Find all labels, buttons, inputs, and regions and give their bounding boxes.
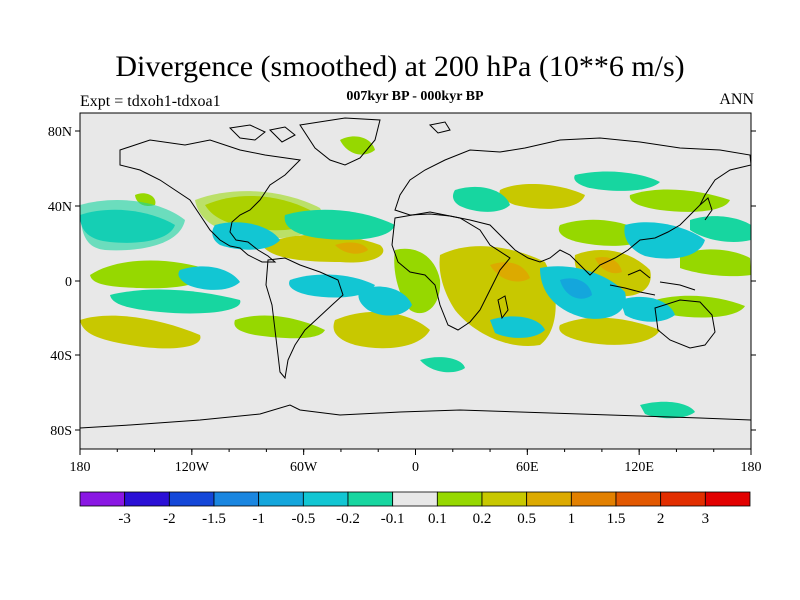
figure-subtitle: 007kyr BP - 000kyr BP — [346, 89, 484, 104]
experiment-label: Expt = tdxoh1-tdxoa1 — [80, 93, 221, 110]
colorbar-swatch — [392, 491, 438, 507]
coastline-australia — [654, 299, 716, 349]
coastline-north-america — [119, 139, 302, 263]
colorbar-label: -0.2 — [336, 511, 360, 527]
lon-label: 120W — [175, 460, 210, 475]
coastline-south-america — [265, 257, 344, 380]
colorbar-label: -0.5 — [291, 511, 315, 527]
colorbar-swatch — [436, 491, 483, 507]
colorbar-swatch — [168, 491, 215, 507]
coastlines — [80, 117, 751, 429]
contour-patch — [560, 278, 592, 299]
colorbar: -3 -2 -1.5 -1 -0.5 -0.2 -0.1 0.1 0.2 0.5 1 1.5 2 3 — [79, 491, 751, 527]
coastline-europe — [394, 137, 751, 276]
contour-patch — [90, 260, 211, 289]
lat-label: 80S — [50, 424, 72, 439]
contour-patch — [420, 357, 465, 373]
contour-patch — [262, 234, 384, 263]
contour-patch — [178, 266, 240, 290]
contour-patch — [620, 296, 675, 322]
contour-patch — [284, 209, 395, 240]
lon-label: 60W — [290, 460, 318, 475]
contour-patch — [690, 216, 751, 242]
colorbar-label: -3 — [118, 511, 131, 527]
colorbar-swatch — [526, 491, 572, 507]
contour-patch — [80, 200, 185, 251]
contour-patch — [335, 242, 368, 254]
colorbar-label: 0.2 — [473, 511, 492, 527]
coastline-madagascar — [497, 295, 509, 320]
colorbar-swatch — [79, 491, 126, 507]
colorbar-label: 1 — [568, 511, 576, 527]
coastline-antarctica — [80, 404, 751, 429]
contour-patch — [110, 289, 241, 314]
lon-label: 60E — [516, 460, 539, 475]
coastline-indonesia — [609, 269, 696, 296]
colorbar-swatch — [258, 491, 304, 507]
colorbar-swatch — [704, 491, 751, 507]
contour-patch — [80, 315, 201, 349]
contour-patch — [624, 222, 705, 259]
colorbar-swatch — [615, 491, 662, 507]
colorbar-swatch — [124, 491, 170, 507]
coastline-africa — [391, 211, 511, 331]
contour-patch — [212, 222, 280, 250]
colorbar-label: -0.1 — [381, 511, 405, 527]
lon-label: 120E — [624, 460, 654, 475]
lon-label: 180 — [741, 460, 762, 475]
lat-label: 0 — [65, 275, 72, 290]
coastline-japan — [699, 197, 713, 221]
colorbar-swatch — [347, 491, 394, 507]
contour-patch — [333, 311, 430, 349]
lat-label: 40S — [50, 349, 72, 364]
figure-title: Divergence (smoothed) at 200 hPa (10**6 … — [115, 50, 685, 83]
colorbar-label: -1 — [252, 511, 265, 527]
lat-label: 80N — [48, 125, 72, 140]
lon-label: 180 — [70, 460, 91, 475]
contour-patch — [559, 317, 660, 345]
contour-patch — [490, 262, 530, 282]
lon-label: 0 — [412, 460, 419, 475]
contour-patch — [358, 286, 412, 316]
contour-patch — [289, 274, 375, 298]
contour-patch — [452, 186, 510, 212]
colorbar-label: 0.1 — [428, 511, 447, 527]
colorbar-label: 3 — [702, 511, 710, 527]
colorbar-label: 1.5 — [607, 511, 626, 527]
colorbar-swatch — [660, 491, 706, 507]
colorbar-label: 2 — [657, 511, 665, 527]
colorbar-label: 0.5 — [517, 511, 536, 527]
coastline-greenland — [299, 117, 381, 166]
contour-patch — [640, 401, 695, 419]
colorbar-swatch — [481, 491, 528, 507]
contour-patch — [234, 315, 325, 339]
colorbar-swatch — [213, 491, 260, 507]
lat-label: 40N — [48, 200, 72, 215]
colorbar-label: -2 — [163, 511, 176, 527]
colorbar-swatch — [570, 491, 617, 507]
season-label: ANN — [719, 91, 754, 108]
colorbar-label: -1.5 — [202, 511, 226, 527]
map-axes: 80N 40N 0 40S 80S 180 120W 60W 0 60E 120E 180 — [48, 125, 762, 475]
contour-patch — [595, 256, 622, 274]
contour-patch — [574, 171, 660, 191]
colorbar-swatch — [302, 491, 349, 507]
divergence-contours — [80, 136, 751, 419]
contour-patch — [499, 183, 585, 209]
contour-patch — [490, 316, 545, 338]
coastline-arctic-islands — [228, 121, 451, 143]
contour-patch — [680, 249, 751, 277]
